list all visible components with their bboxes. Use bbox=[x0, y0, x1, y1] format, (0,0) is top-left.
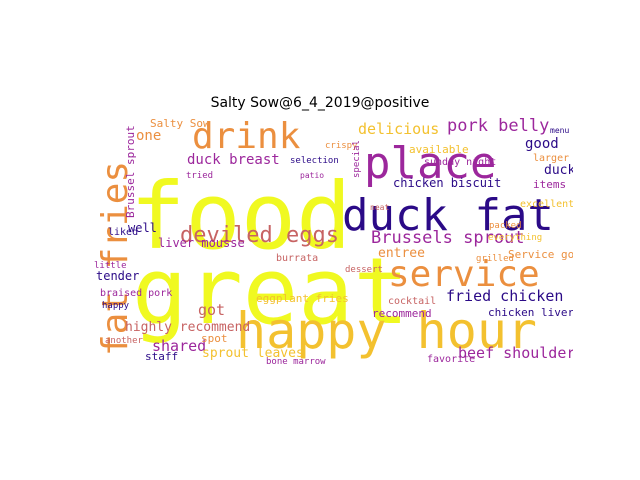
cloud-word: good bbox=[525, 136, 559, 152]
cloud-word: got bbox=[198, 301, 225, 319]
cloud-word: burrata bbox=[276, 253, 318, 264]
cloud-word: liver mousse bbox=[158, 236, 245, 250]
cloud-word: happy hour bbox=[236, 302, 537, 360]
cloud-word: one bbox=[136, 128, 161, 144]
cloud-word: pork belly bbox=[447, 118, 549, 136]
cloud-word: tender bbox=[96, 269, 139, 283]
cloud-word: Brussel sprout bbox=[124, 125, 137, 218]
cloud-word: crispy bbox=[325, 141, 358, 151]
cloud-word: liked bbox=[108, 227, 138, 238]
cloud-word: excellent bbox=[520, 199, 573, 210]
cloud-word: Brussels sprout bbox=[371, 228, 525, 248]
cloud-word: grilled bbox=[476, 254, 514, 264]
cloud-word: packed bbox=[489, 221, 522, 231]
cloud-word: highly recommend bbox=[125, 320, 250, 335]
cloud-word: neat bbox=[370, 203, 389, 212]
cloud-word: spot bbox=[201, 332, 228, 345]
cloud-word: service bbox=[388, 254, 540, 295]
cloud-word: sprout leaves bbox=[202, 346, 304, 361]
cloud-word: available bbox=[409, 143, 469, 156]
word-cloud: food great place duck fat happy hour fat frie… bbox=[80, 118, 573, 364]
cloud-word: duck bbox=[544, 163, 573, 178]
cloud-word: eggplant fries bbox=[256, 292, 349, 305]
cloud-word: recommend bbox=[372, 307, 432, 320]
cloud-word: duck fat bbox=[342, 190, 554, 241]
cloud-word: Salty Sow bbox=[150, 118, 210, 130]
cloud-word: chicken biscuit bbox=[393, 176, 501, 190]
cloud-word: shared bbox=[152, 337, 206, 355]
cloud-word: cocktail bbox=[388, 296, 436, 307]
cloud-word: menu bbox=[550, 126, 569, 135]
cloud-word: little bbox=[94, 261, 127, 271]
cloud-word: happy bbox=[102, 301, 130, 311]
cloud-word: larger bbox=[533, 153, 569, 164]
cloud-word: deviled eggs bbox=[180, 223, 339, 248]
cloud-word: fat fries bbox=[95, 161, 136, 356]
cloud-word: duck breast bbox=[187, 152, 280, 168]
cloud-word: another bbox=[105, 336, 144, 346]
cloud-word: patio bbox=[300, 171, 324, 180]
cloud-word: favorite bbox=[427, 354, 475, 364]
cloud-word: sunday night bbox=[424, 157, 496, 168]
cloud-word: tried bbox=[186, 171, 213, 181]
cloud-word: chicken liver bbox=[488, 306, 573, 319]
cloud-word: great bbox=[132, 238, 409, 345]
cloud-word: well bbox=[128, 221, 157, 235]
cloud-word: staff bbox=[145, 350, 178, 363]
cloud-word: drink bbox=[192, 118, 301, 157]
cloud-word: food bbox=[130, 163, 352, 270]
cloud-word: entree bbox=[378, 246, 425, 261]
cloud-word: items bbox=[533, 178, 566, 191]
cloud-word: everything bbox=[488, 233, 542, 243]
cloud-word: braised pork bbox=[100, 288, 172, 299]
cloud-word: fried chicken bbox=[446, 287, 563, 305]
cloud-word: place bbox=[364, 138, 496, 189]
chart-title: Salty Sow@6_4_2019@positive bbox=[210, 95, 430, 111]
cloud-word: delicious bbox=[358, 120, 439, 138]
cloud-word: Service good bbox=[508, 248, 573, 261]
cloud-word: dessert bbox=[345, 265, 383, 275]
cloud-word: beef shoulder bbox=[458, 344, 573, 362]
cloud-word: bone marrow bbox=[266, 357, 326, 364]
cloud-word: special bbox=[352, 140, 362, 178]
cloud-word: selection bbox=[290, 156, 339, 166]
